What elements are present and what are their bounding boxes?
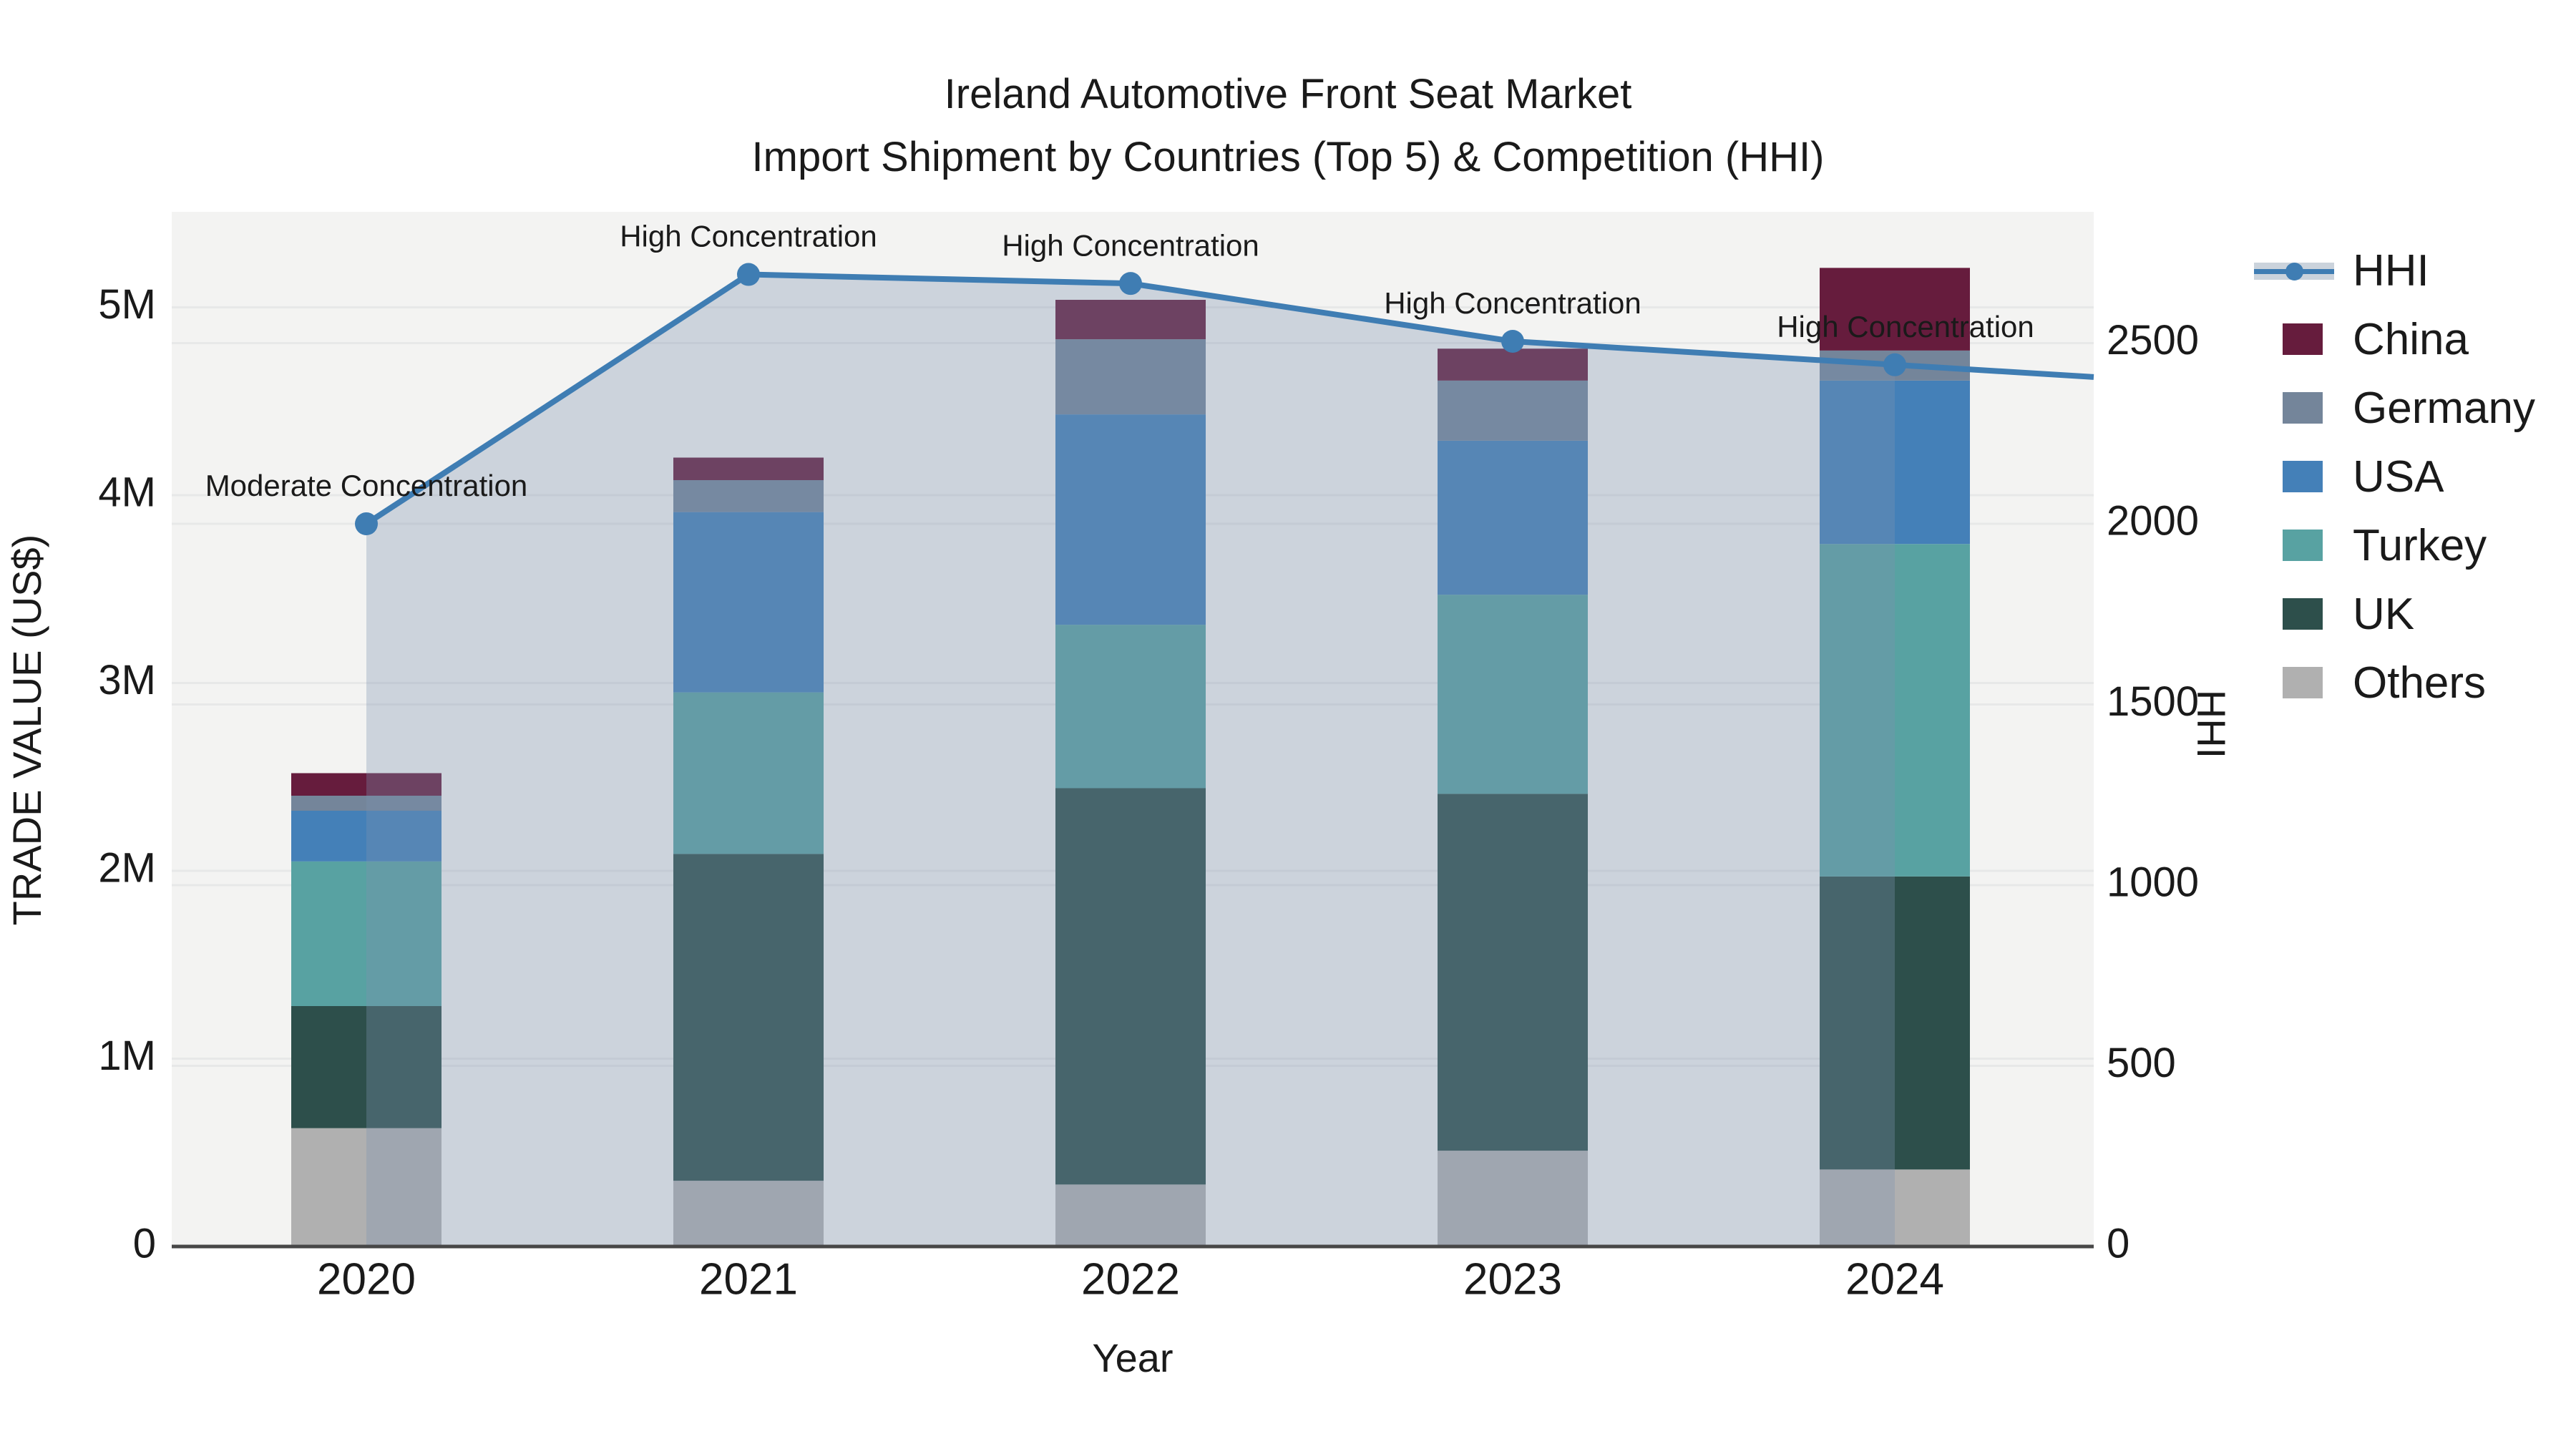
bar-segment-germany-2020: [291, 796, 441, 811]
legend-dot: [2285, 263, 2303, 280]
legend-item-turkey: Turkey: [2254, 511, 2535, 580]
legend-swatch-turkey: [2283, 530, 2323, 561]
bar-segment-usa-2022: [1055, 414, 1206, 625]
right-tick-500: 500: [2107, 1040, 2176, 1086]
legend-swatch-uk: [2283, 598, 2323, 630]
bar-segment-china-2024: [1820, 268, 1970, 351]
x-tick-2021: 2021: [699, 1254, 798, 1304]
legend: HHI China Germany USA Turkey UK Others: [2254, 236, 2535, 717]
hhi-area-fill: [366, 274, 1895, 1246]
legend-swatch-germany: [2283, 392, 2323, 424]
bar-2023: [1438, 348, 1588, 1246]
bar-segment-china-2023: [1438, 348, 1588, 381]
hhi-marker-2024: [1883, 353, 1906, 376]
legend-label-germany: Germany: [2353, 383, 2535, 433]
hhi-line: [364, 271, 2094, 527]
legend-hhi-line-swatch: [2254, 253, 2334, 288]
annotation-2024: High Concentration: [1777, 310, 2034, 343]
chart-title-line1: Ireland Automotive Front Seat Market: [944, 71, 1632, 117]
left-tick-1M: 1M: [98, 1033, 156, 1079]
bar-segment-uk-2021: [673, 854, 824, 1181]
left-tick-4M: 4M: [98, 469, 156, 515]
bar-segment-china-2021: [673, 457, 824, 480]
x-tick-2024: 2024: [1845, 1254, 1944, 1304]
bar-segment-uk-2024: [1820, 876, 1970, 1170]
bar-segment-germany-2023: [1438, 380, 1588, 441]
legend-item-china: China: [2254, 305, 2535, 374]
right-tick-2000: 2000: [2107, 497, 2199, 544]
left-axis-title: TRADE VALUE (US$): [4, 535, 49, 926]
legend-label-usa: USA: [2353, 452, 2444, 502]
bar-segment-uk-2020: [291, 1006, 441, 1128]
bar-segment-china-2020: [291, 773, 441, 796]
bar-segment-usa-2023: [1438, 440, 1588, 595]
bar-segment-turkey-2023: [1438, 595, 1588, 794]
legend-item-usa: USA: [2254, 442, 2535, 511]
bar-segment-turkey-2020: [291, 861, 441, 1006]
bar-segment-others-2020: [291, 1128, 441, 1246]
legend-swatch-usa: [2283, 461, 2323, 492]
legend-label-turkey: Turkey: [2353, 520, 2487, 570]
annotation-2020: Moderate Concentration: [205, 469, 528, 502]
right-tick-1500: 1500: [2107, 678, 2199, 725]
bar-segment-others-2021: [673, 1181, 824, 1246]
x-tick-2022: 2022: [1081, 1254, 1180, 1304]
legend-item-germany: Germany: [2254, 374, 2535, 442]
bar-segment-usa-2021: [673, 512, 824, 693]
bar-segment-turkey-2024: [1820, 544, 1970, 877]
bar-segment-germany-2021: [673, 480, 824, 512]
bar-segment-others-2022: [1055, 1184, 1206, 1246]
bar-segment-usa-2020: [291, 811, 441, 862]
bar-segment-turkey-2022: [1055, 625, 1206, 789]
legend-item-hhi: HHI: [2254, 236, 2535, 305]
legend-label-china: China: [2353, 314, 2469, 364]
hhi-marker-2021: [737, 263, 760, 286]
annotation-2021: High Concentration: [620, 220, 877, 253]
right-tick-1000: 1000: [2107, 859, 2199, 905]
right-tick-2500: 2500: [2107, 317, 2199, 364]
bar-segment-others-2023: [1438, 1151, 1588, 1246]
x-tick-2023: 2023: [1463, 1254, 1562, 1304]
chart-title-line2: Import Shipment by Countries (Top 5) & C…: [751, 134, 1825, 180]
left-tick-2M: 2M: [98, 844, 156, 891]
legend-swatch-others: [2283, 667, 2323, 698]
bar-2021: [673, 457, 824, 1246]
chart-title: Ireland Automotive Front Seat Market Imp…: [0, 63, 2576, 189]
bar-2020: [291, 773, 441, 1246]
legend-label-uk: UK: [2353, 589, 2415, 639]
bar-segment-uk-2022: [1055, 788, 1206, 1185]
legend-label-hhi: HHI: [2353, 245, 2429, 296]
annotation-2022: High Concentration: [1002, 228, 1259, 262]
x-tick-2020: 2020: [317, 1254, 416, 1304]
bar-segment-turkey-2021: [673, 692, 824, 854]
x-axis-title: Year: [1092, 1335, 1173, 1380]
left-tick-5M: 5M: [98, 281, 156, 328]
bar-segment-usa-2024: [1820, 380, 1970, 545]
legend-label-others: Others: [2353, 658, 2487, 708]
bar-segment-others-2024: [1820, 1169, 1970, 1246]
bar-2022: [1055, 300, 1206, 1246]
hhi-marker-2020: [355, 512, 378, 535]
hhi-marker-2023: [1501, 329, 1524, 353]
bar-2024: [1820, 268, 1970, 1246]
left-tick-0: 0: [133, 1220, 156, 1267]
legend-item-others: Others: [2254, 648, 2535, 717]
legend-item-uk: UK: [2254, 580, 2535, 648]
right-tick-0: 0: [2107, 1220, 2129, 1267]
hhi-marker-2022: [1119, 272, 1142, 296]
legend-swatch-china: [2283, 323, 2323, 355]
right-axis-title: HHI: [2189, 690, 2234, 758]
stacked-bars: [291, 268, 1970, 1246]
bar-segment-germany-2022: [1055, 339, 1206, 415]
left-tick-3M: 3M: [98, 657, 156, 703]
bar-segment-uk-2023: [1438, 794, 1588, 1151]
annotation-2023: High Concentration: [1384, 286, 1641, 320]
bar-segment-china-2022: [1055, 300, 1206, 340]
